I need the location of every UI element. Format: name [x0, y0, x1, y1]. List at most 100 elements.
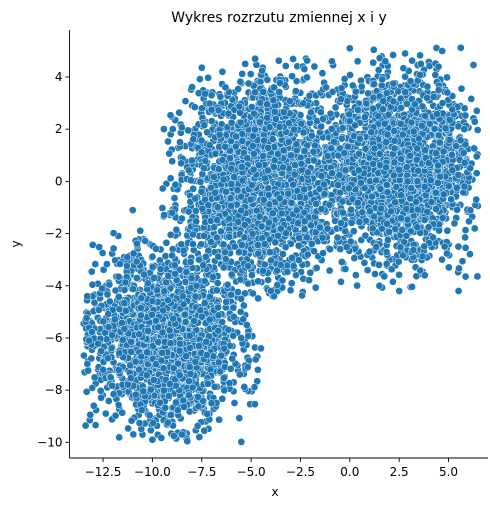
data-point [244, 155, 251, 162]
data-point [172, 181, 179, 188]
data-point [119, 409, 126, 416]
data-point [455, 287, 462, 294]
data-point [110, 391, 117, 398]
data-point [249, 230, 256, 237]
data-point [121, 286, 128, 293]
data-point [303, 74, 310, 81]
data-point [88, 328, 95, 335]
data-point [255, 278, 262, 285]
data-point [301, 218, 308, 225]
data-point [228, 180, 235, 187]
data-point [198, 149, 205, 156]
data-point [293, 141, 300, 148]
data-point [211, 189, 218, 196]
data-point [288, 199, 295, 206]
data-point [465, 218, 472, 225]
data-point [146, 412, 153, 419]
data-point [296, 235, 303, 242]
data-point [138, 295, 145, 302]
data-point [237, 119, 244, 126]
data-point [271, 108, 278, 115]
data-point [210, 353, 217, 360]
data-point [318, 123, 325, 130]
data-point [179, 293, 186, 300]
data-point [193, 218, 200, 225]
data-point [247, 71, 254, 78]
data-point [200, 262, 207, 269]
data-point [251, 126, 258, 133]
data-point [280, 109, 287, 116]
data-point [187, 370, 194, 377]
data-point [201, 278, 208, 285]
data-point [152, 245, 159, 252]
data-point [130, 285, 137, 292]
data-point [176, 340, 183, 347]
data-point [238, 438, 245, 445]
data-point [265, 219, 272, 226]
data-point [180, 397, 187, 404]
data-point [193, 282, 200, 289]
data-point [292, 88, 299, 95]
data-point [326, 267, 333, 274]
data-point [261, 261, 268, 268]
data-point [185, 208, 192, 215]
data-point [282, 62, 289, 69]
data-point [141, 271, 148, 278]
data-point [189, 240, 196, 247]
data-point [214, 204, 221, 211]
data-point [224, 281, 231, 288]
data-point [468, 95, 475, 102]
data-point [90, 402, 97, 409]
data-point [229, 355, 236, 362]
data-point [301, 148, 308, 155]
data-point [231, 399, 238, 406]
data-point [130, 431, 137, 438]
data-point [178, 215, 185, 222]
data-point [169, 252, 176, 259]
data-point [220, 241, 227, 248]
data-point [249, 133, 256, 140]
data-point [197, 178, 204, 185]
data-point [276, 123, 283, 130]
data-point [202, 253, 209, 260]
data-point [280, 147, 287, 154]
data-point [293, 207, 300, 214]
data-point [180, 247, 187, 254]
data-point [222, 249, 229, 256]
data-point [285, 190, 292, 197]
data-point [190, 185, 197, 192]
data-point [98, 394, 105, 401]
data-point [445, 264, 452, 271]
data-point [155, 339, 162, 346]
data-point [204, 129, 211, 136]
data-point [298, 120, 305, 127]
data-point [211, 383, 218, 390]
data-point [187, 258, 194, 265]
data-point [196, 76, 203, 83]
data-point [192, 293, 199, 300]
data-point [176, 109, 183, 116]
data-point [181, 311, 188, 318]
data-point [132, 391, 139, 398]
data-point [88, 268, 95, 275]
data-point [201, 232, 208, 239]
data-point [154, 287, 161, 294]
data-point [149, 297, 156, 304]
data-point [274, 232, 281, 239]
data-point [164, 297, 171, 304]
data-point [230, 332, 237, 339]
data-point [235, 249, 242, 256]
data-point [251, 401, 258, 408]
data-point [235, 218, 242, 225]
data-point [122, 307, 129, 314]
data-point [167, 175, 174, 182]
data-point [135, 366, 142, 373]
data-point [219, 157, 226, 164]
chart-title: Wykres rozrzutu zmiennej x i y [171, 10, 387, 26]
data-point [282, 244, 289, 251]
data-point [214, 280, 221, 287]
data-point [150, 377, 157, 384]
data-point [226, 233, 233, 240]
data-point [279, 251, 286, 258]
